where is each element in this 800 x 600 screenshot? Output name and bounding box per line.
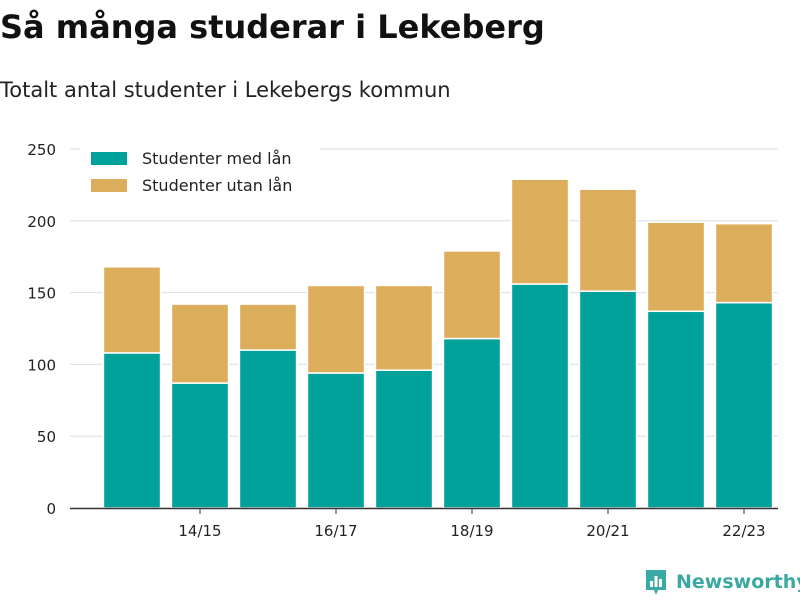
bar-segment-utan-lan [170, 303, 230, 384]
newsworthy-logo-icon [646, 570, 666, 595]
bar-segment-utan-lan [374, 284, 434, 371]
bar-segment-utan-lan [442, 250, 502, 340]
bar-segment-med-lan [306, 372, 366, 509]
chart-title: Så många studerar i Lekeberg [0, 8, 545, 46]
y-tick-label: 250 [27, 141, 56, 159]
bar-segment-med-lan [238, 349, 298, 509]
bar-segment-med-lan [510, 283, 570, 509]
x-axis-labels: 14/15 16/17 18/19 20/21 22/23 [178, 522, 765, 540]
bar-segment-utan-lan [238, 303, 298, 351]
y-tick-label: 150 [27, 285, 56, 303]
legend-swatch [91, 179, 127, 192]
bar-segment-utan-lan [306, 284, 366, 374]
bar-segment-utan-lan [578, 188, 638, 292]
legend: Studenter med lån Studenter utan lån [80, 142, 320, 204]
x-tick-label: 22/23 [722, 522, 765, 540]
x-axis [70, 507, 778, 514]
bar-segment-med-lan [714, 301, 774, 509]
bar-segment-utan-lan [646, 221, 706, 313]
x-tick-label: 14/15 [178, 522, 221, 540]
bar-segment-med-lan [578, 290, 638, 509]
y-tick-label: 100 [27, 356, 56, 374]
bar-segment-utan-lan [510, 178, 570, 285]
chart-subtitle: Totalt antal studenter i Lekebergs kommu… [0, 78, 451, 102]
bar-segment-med-lan [102, 352, 162, 509]
bar-segment-utan-lan [714, 222, 774, 304]
legend-label: Studenter utan lån [142, 176, 292, 195]
bar-segment-med-lan [442, 337, 502, 509]
brand-name: Newsworthy [676, 571, 800, 593]
bars [102, 178, 774, 509]
y-tick-label: 0 [46, 500, 56, 518]
newsworthy-logo: Newsworthy [644, 568, 800, 596]
bar-segment-med-lan [374, 369, 434, 509]
bar-segment-utan-lan [102, 266, 162, 354]
bar-segment-med-lan [170, 382, 230, 509]
y-tick-label: 50 [37, 428, 56, 446]
y-axis-labels: 0 50 100 150 200 250 [27, 141, 56, 518]
legend-swatch [91, 152, 127, 165]
x-tick-label: 20/21 [586, 522, 629, 540]
bar-segment-med-lan [646, 310, 706, 509]
x-tick-label: 16/17 [314, 522, 357, 540]
legend-label: Studenter med lån [142, 149, 292, 168]
x-tick-label: 18/19 [450, 522, 493, 540]
y-tick-label: 200 [27, 213, 56, 231]
